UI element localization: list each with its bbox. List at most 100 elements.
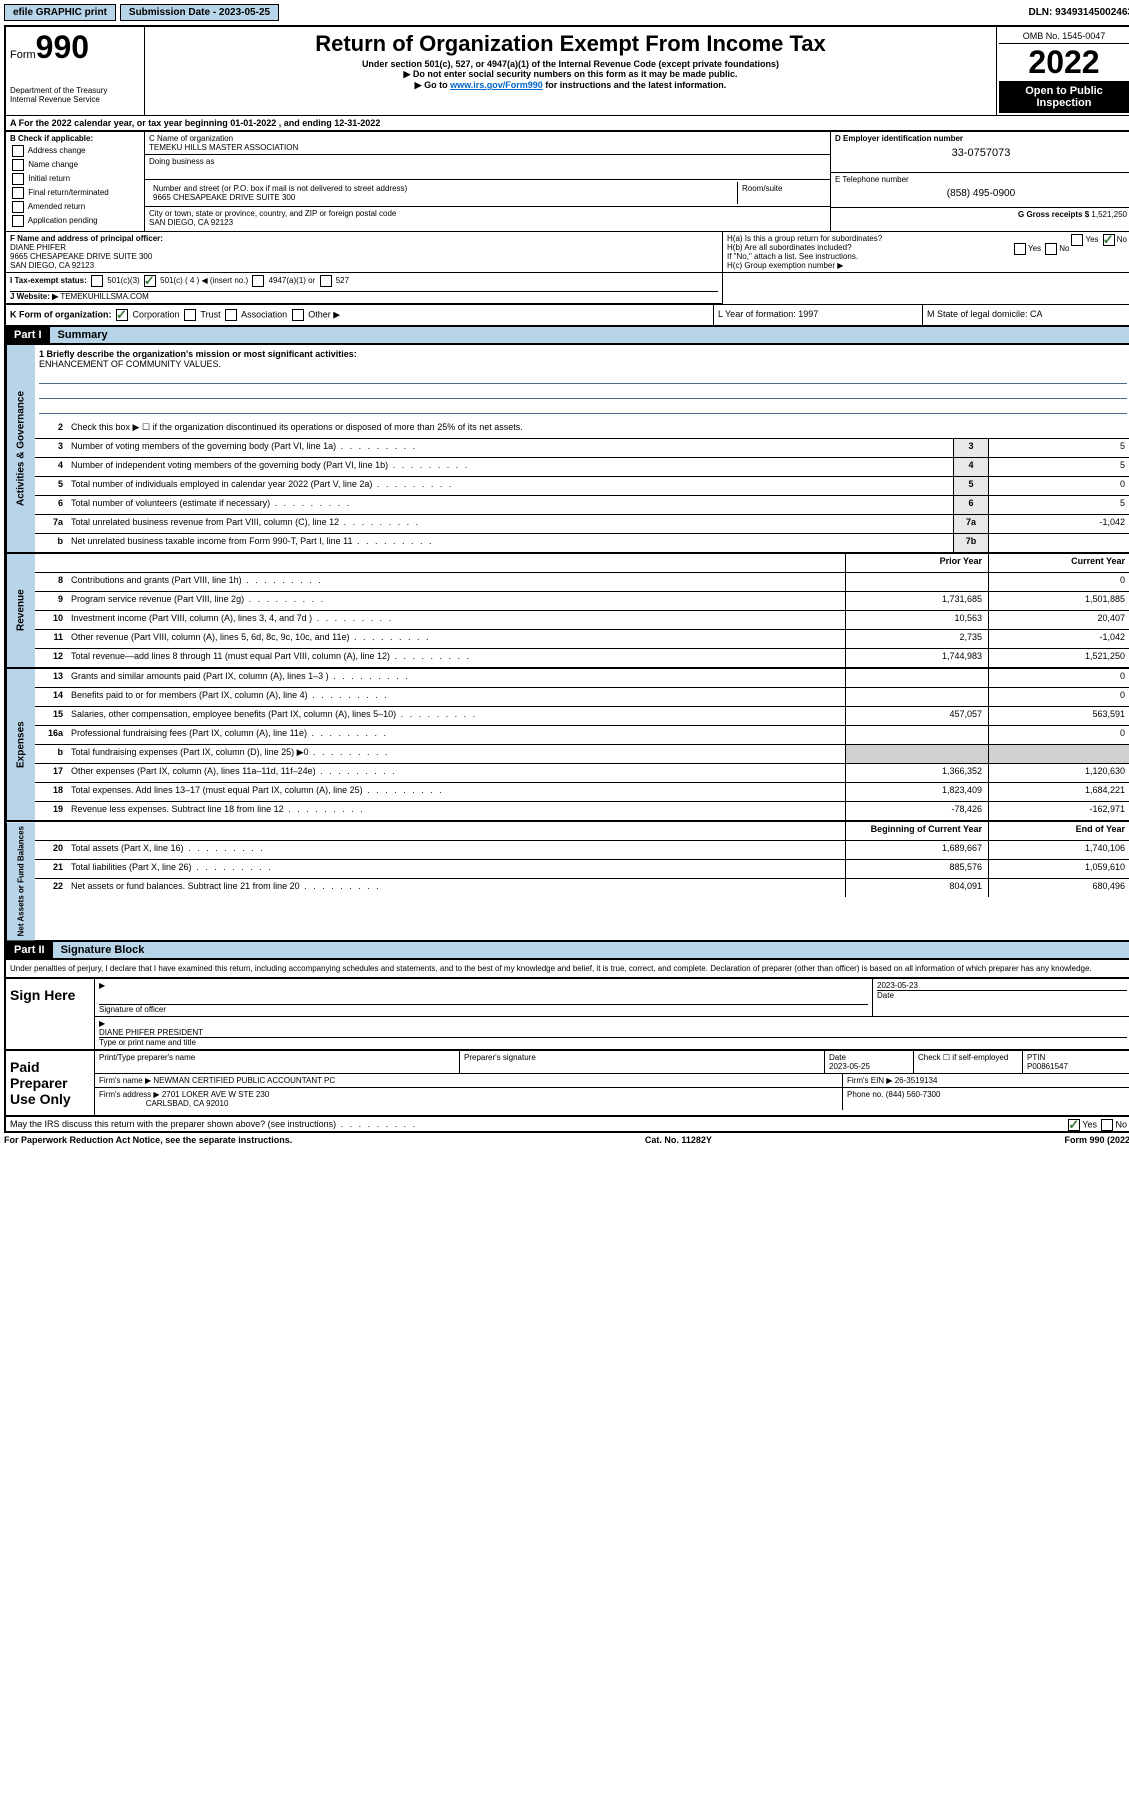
paid-preparer-label: Paid Preparer Use Only [6,1051,95,1115]
mission-label: 1 Briefly describe the organization's mi… [39,349,357,359]
exp-line-15: 15 Salaries, other compensation, employe… [35,707,1129,726]
cb-initial-return[interactable] [12,173,24,185]
cb-corp[interactable] [116,309,128,321]
row-k-l-m: K Form of organization: Corporation Trus… [4,305,1129,327]
cb-527[interactable] [320,275,332,287]
cb-app-pending[interactable] [12,215,24,227]
omb-number: OMB No. 1545-0047 [999,29,1129,44]
discuss-text: May the IRS discuss this return with the… [10,1119,417,1129]
gov-line-4: 4 Number of independent voting members o… [35,458,1129,477]
section-b-label: B Check if applicable: [10,134,93,143]
website-value: TEMEKUHILLSMA.COM [60,292,148,301]
expenses-section: Expenses 13 Grants and similar amounts p… [4,669,1129,822]
exp-line-16a: 16a Professional fundraising fees (Part … [35,726,1129,745]
section-b: B Check if applicable: Address change Na… [6,132,145,231]
row-k-label: K Form of organization: [10,309,112,319]
cb-amended[interactable] [12,201,24,213]
right-column: D Employer identification number 33-0757… [830,132,1129,231]
sign-here-label: Sign Here [6,979,95,1049]
discuss-row: May the IRS discuss this return with the… [4,1117,1129,1133]
preparer-name-label: Print/Type preparer's name [95,1051,460,1073]
preparer-sig-label: Preparer's signature [460,1051,825,1073]
net-line-20: 20 Total assets (Part X, line 16) 1,689,… [35,841,1129,860]
cb-other[interactable] [292,309,304,321]
open-public-badge: Open to Public Inspection [999,81,1129,113]
phone-value: (858) 495-0900 [835,188,1127,199]
prep-date: 2023-05-25 [829,1062,870,1071]
discuss-yes[interactable] [1068,1119,1080,1131]
firm-name: NEWMAN CERTIFIED PUBLIC ACCOUNTANT PC [153,1076,335,1085]
prior-year-header: Prior Year [845,554,988,572]
submission-date: Submission Date - 2023-05-25 [120,4,279,21]
footer-right: Form 990 (2022) [1064,1135,1129,1145]
efile-button[interactable]: efile GRAPHIC print [4,4,116,21]
cb-assoc[interactable] [225,309,237,321]
mission-box: 1 Briefly describe the organization's mi… [35,345,1129,420]
netassets-label: Net Assets or Fund Balances [6,822,35,940]
org-name: TEMEKU HILLS MASTER ASSOCIATION [149,143,826,152]
cb-501c3[interactable] [91,275,103,287]
section-g-label: G Gross receipts $ [1018,210,1089,219]
part1-badge: Part I [6,327,50,343]
begin-year-header: Beginning of Current Year [845,822,988,840]
expenses-label: Expenses [6,669,35,820]
hb-no[interactable] [1045,243,1057,255]
ptin: P00861547 [1027,1062,1068,1071]
rev-line-10: 10 Investment income (Part VIII, column … [35,611,1129,630]
city-state-zip: SAN DIEGO, CA 92123 [149,218,826,227]
mission-text: ENHANCEMENT OF COMMUNITY VALUES. [39,359,221,369]
hc-label: H(c) Group exemption number ▶ [727,261,1127,270]
ha-label: H(a) Is this a group return for subordin… [727,234,882,243]
main-info-grid: B Check if applicable: Address change Na… [4,130,1129,232]
form-number: 990 [36,29,89,65]
gov-line-b: b Net unrelated business taxable income … [35,534,1129,552]
rev-line-8: 8 Contributions and grants (Part VIII, l… [35,573,1129,592]
dba-label: Doing business as [149,157,826,166]
row-f-h: F Name and address of principal officer:… [4,232,1129,273]
paid-preparer-block: Paid Preparer Use Only Print/Type prepar… [4,1051,1129,1117]
hb-yes[interactable] [1014,243,1026,255]
officer-addr2: SAN DIEGO, CA 92123 [10,261,94,270]
exp-line-18: 18 Total expenses. Add lines 13–17 (must… [35,783,1129,802]
top-bar: efile GRAPHIC print Submission Date - 20… [4,4,1129,21]
irs-label: Internal Revenue Service [10,95,140,104]
gov-line-7a: 7a Total unrelated business revenue from… [35,515,1129,534]
gov-line-6: 6 Total number of volunteers (estimate i… [35,496,1129,515]
cb-trust[interactable] [184,309,196,321]
name-label: C Name of organization [149,134,826,143]
gross-receipts: 1,521,250 [1091,210,1127,219]
governance-section: Activities & Governance 1 Briefly descri… [4,345,1129,554]
part1-title: Summary [50,327,1129,343]
header-left: Form990 Department of the Treasury Inter… [6,27,145,115]
cb-name-change[interactable] [12,159,24,171]
discuss-no[interactable] [1101,1119,1113,1131]
officer-addr1: 9665 CHESAPEAKE DRIVE SUITE 300 [10,252,152,261]
net-line-22: 22 Net assets or fund balances. Subtract… [35,879,1129,897]
section-e-label: E Telephone number [835,175,1127,184]
netassets-section: Net Assets or Fund Balances Beginning of… [4,822,1129,942]
irs-link[interactable]: www.irs.gov/Form990 [450,80,543,90]
street-address: 9665 CHESAPEAKE DRIVE SUITE 300 [153,193,733,202]
cb-4947[interactable] [252,275,264,287]
rev-line-12: 12 Total revenue—add lines 8 through 11 … [35,649,1129,667]
exp-line-17: 17 Other expenses (Part IX, column (A), … [35,764,1129,783]
footer: For Paperwork Reduction Act Notice, see … [4,1133,1129,1147]
gov-line-5: 5 Total number of individuals employed i… [35,477,1129,496]
cb-final-return[interactable] [12,187,24,199]
part2-header-row: Part II Signature Block [4,942,1129,960]
signer-name: DIANE PHIFER PRESIDENT [99,1028,1127,1037]
section-h: H(a) Is this a group return for subordin… [723,232,1129,272]
ha-yes[interactable] [1071,234,1083,246]
date-label: Date [877,990,1127,1000]
form-note1: ▶ Do not enter social security numbers o… [149,69,992,80]
row-m: M State of legal domicile: CA [922,305,1129,325]
header-mid: Return of Organization Exempt From Incom… [145,27,996,115]
cb-address-change[interactable] [12,145,24,157]
cb-501c[interactable] [144,275,156,287]
footer-left: For Paperwork Reduction Act Notice, see … [4,1135,292,1145]
rev-line-11: 11 Other revenue (Part VIII, column (A),… [35,630,1129,649]
firm-ein: 26-3519134 [895,1076,938,1085]
ha-no[interactable] [1103,234,1115,246]
gov-line-3: 3 Number of voting members of the govern… [35,439,1129,458]
self-employed-check: Check ☐ if self-employed [914,1051,1023,1073]
